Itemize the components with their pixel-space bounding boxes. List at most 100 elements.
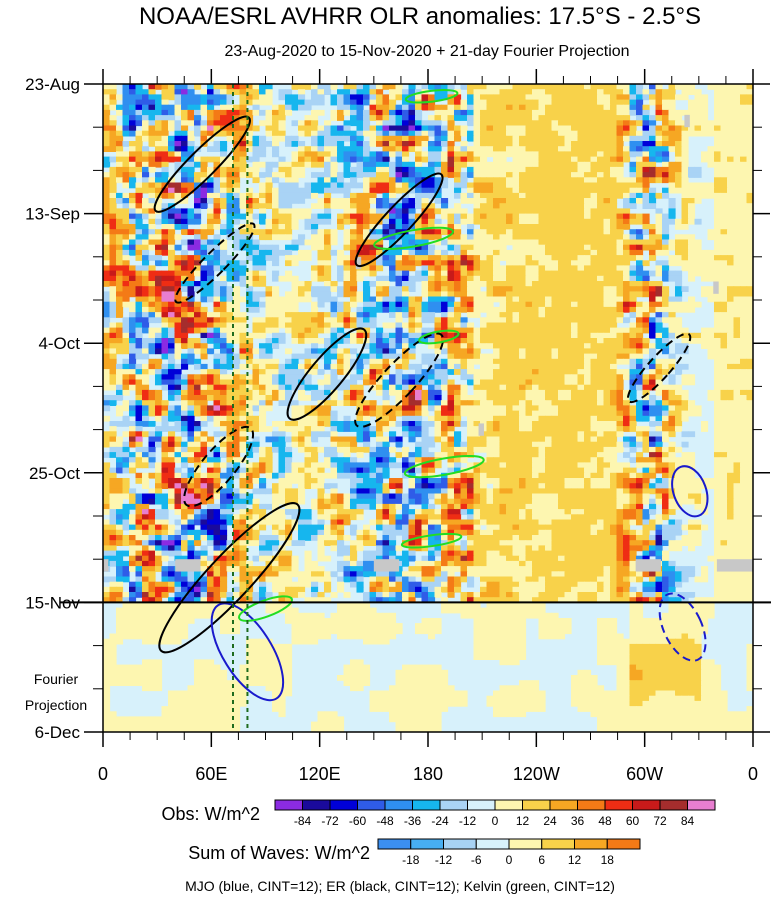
anomaly-cell: [545, 327, 553, 334]
anomaly-cell: [571, 234, 579, 241]
anomaly-cell: [486, 281, 494, 287]
anomaly-cell: [389, 161, 397, 168]
anomaly-cell: [714, 161, 722, 168]
anomaly-cell: [460, 192, 468, 199]
anomaly-cell: [291, 322, 299, 329]
anomaly-cell: [525, 198, 533, 204]
anomaly-cell: [415, 332, 423, 339]
anomaly-cell: [571, 296, 579, 303]
anomaly-cell: [278, 192, 286, 199]
anomaly-cell: [655, 322, 663, 329]
anomaly-cell: [538, 130, 546, 137]
anomaly-cell: [187, 343, 195, 349]
anomaly-cell: [597, 255, 605, 261]
anomaly-cell: [233, 203, 241, 209]
anomaly-cell: [694, 125, 702, 132]
anomaly-cell: [571, 187, 579, 194]
anomaly-cell: [486, 198, 494, 204]
anomaly-cell: [740, 255, 748, 261]
anomaly-cell: [577, 115, 585, 121]
anomaly-cell: [122, 281, 130, 287]
anomaly-cell: [109, 260, 117, 267]
anomaly-cell: [525, 218, 533, 225]
anomaly-cell: [317, 244, 325, 251]
anomaly-cell: [525, 161, 533, 168]
anomaly-cell: [142, 281, 150, 287]
anomaly-cell: [655, 192, 663, 199]
anomaly-cell: [675, 239, 683, 246]
anomaly-cell: [434, 234, 442, 241]
anomaly-cell: [662, 229, 670, 235]
anomaly-cell: [714, 192, 722, 199]
anomaly-cell: [207, 104, 215, 111]
anomaly-cell: [402, 89, 410, 95]
anomaly-cell: [499, 224, 507, 230]
anomaly-cell: [213, 125, 221, 132]
anomaly-cell: [740, 343, 748, 349]
anomaly-cell: [740, 172, 748, 178]
anomaly-cell: [350, 84, 358, 90]
anomaly-cell: [252, 198, 260, 204]
anomaly-cell: [272, 213, 280, 220]
anomaly-cell: [629, 270, 637, 277]
anomaly-cell: [460, 369, 468, 375]
anomaly-cell: [571, 312, 579, 318]
anomaly-cell: [675, 291, 683, 298]
anomaly-cell: [590, 192, 598, 199]
anomaly-cell: [324, 379, 332, 386]
anomaly-cell: [558, 177, 566, 184]
anomaly-cell: [733, 255, 741, 261]
anomaly-cell: [532, 218, 540, 225]
anomaly-cell: [142, 177, 150, 184]
anomaly-cell: [584, 270, 592, 277]
anomaly-cell: [499, 234, 507, 241]
anomaly-cell: [220, 306, 228, 313]
anomaly-cell: [532, 109, 540, 116]
anomaly-cell: [252, 84, 260, 90]
anomaly-cell: [350, 260, 358, 267]
anomaly-cell: [473, 234, 481, 241]
anomaly-cell: [311, 301, 319, 308]
anomaly-cell: [610, 177, 618, 184]
anomaly-cell: [519, 291, 527, 298]
anomaly-cell: [116, 286, 124, 292]
anomaly-cell: [220, 115, 228, 121]
anomaly-cell: [681, 84, 689, 90]
anomaly-cell: [499, 291, 507, 298]
anomaly-cell: [525, 224, 533, 230]
anomaly-cell: [597, 301, 605, 308]
anomaly-cell: [597, 125, 605, 132]
anomaly-cell: [688, 84, 696, 90]
anomaly-cell: [200, 187, 208, 194]
anomaly-cell: [304, 99, 312, 106]
anomaly-cell: [733, 141, 741, 147]
anomaly-cell: [545, 353, 553, 360]
anomaly-cell: [363, 156, 371, 163]
anomaly-cell: [584, 84, 592, 90]
anomaly-cell: [317, 156, 325, 163]
anomaly-cell: [662, 249, 670, 256]
anomaly-cell: [512, 161, 520, 168]
anomaly-cell: [525, 322, 533, 329]
anomaly-cell: [207, 239, 215, 246]
anomaly-cell: [402, 135, 410, 142]
anomaly-cell: [148, 161, 156, 168]
anomaly-cell: [512, 332, 520, 339]
anomaly-cell: [148, 208, 156, 215]
anomaly-cell: [603, 146, 611, 152]
anomaly-cell: [720, 374, 728, 381]
anomaly-cell: [168, 348, 176, 355]
anomaly-cell: [389, 239, 397, 246]
anomaly-cell: [486, 109, 494, 116]
anomaly-cell: [233, 332, 241, 339]
anomaly-cell: [668, 244, 676, 251]
anomaly-cell: [525, 120, 533, 127]
anomaly-cell: [532, 115, 540, 121]
anomaly-cell: [421, 234, 429, 241]
anomaly-cell: [668, 322, 676, 329]
anomaly-cell: [493, 265, 501, 272]
anomaly-cell: [577, 182, 585, 189]
anomaly-cell: [441, 343, 449, 349]
anomaly-cell: [272, 125, 280, 132]
anomaly-cell: [324, 141, 332, 147]
